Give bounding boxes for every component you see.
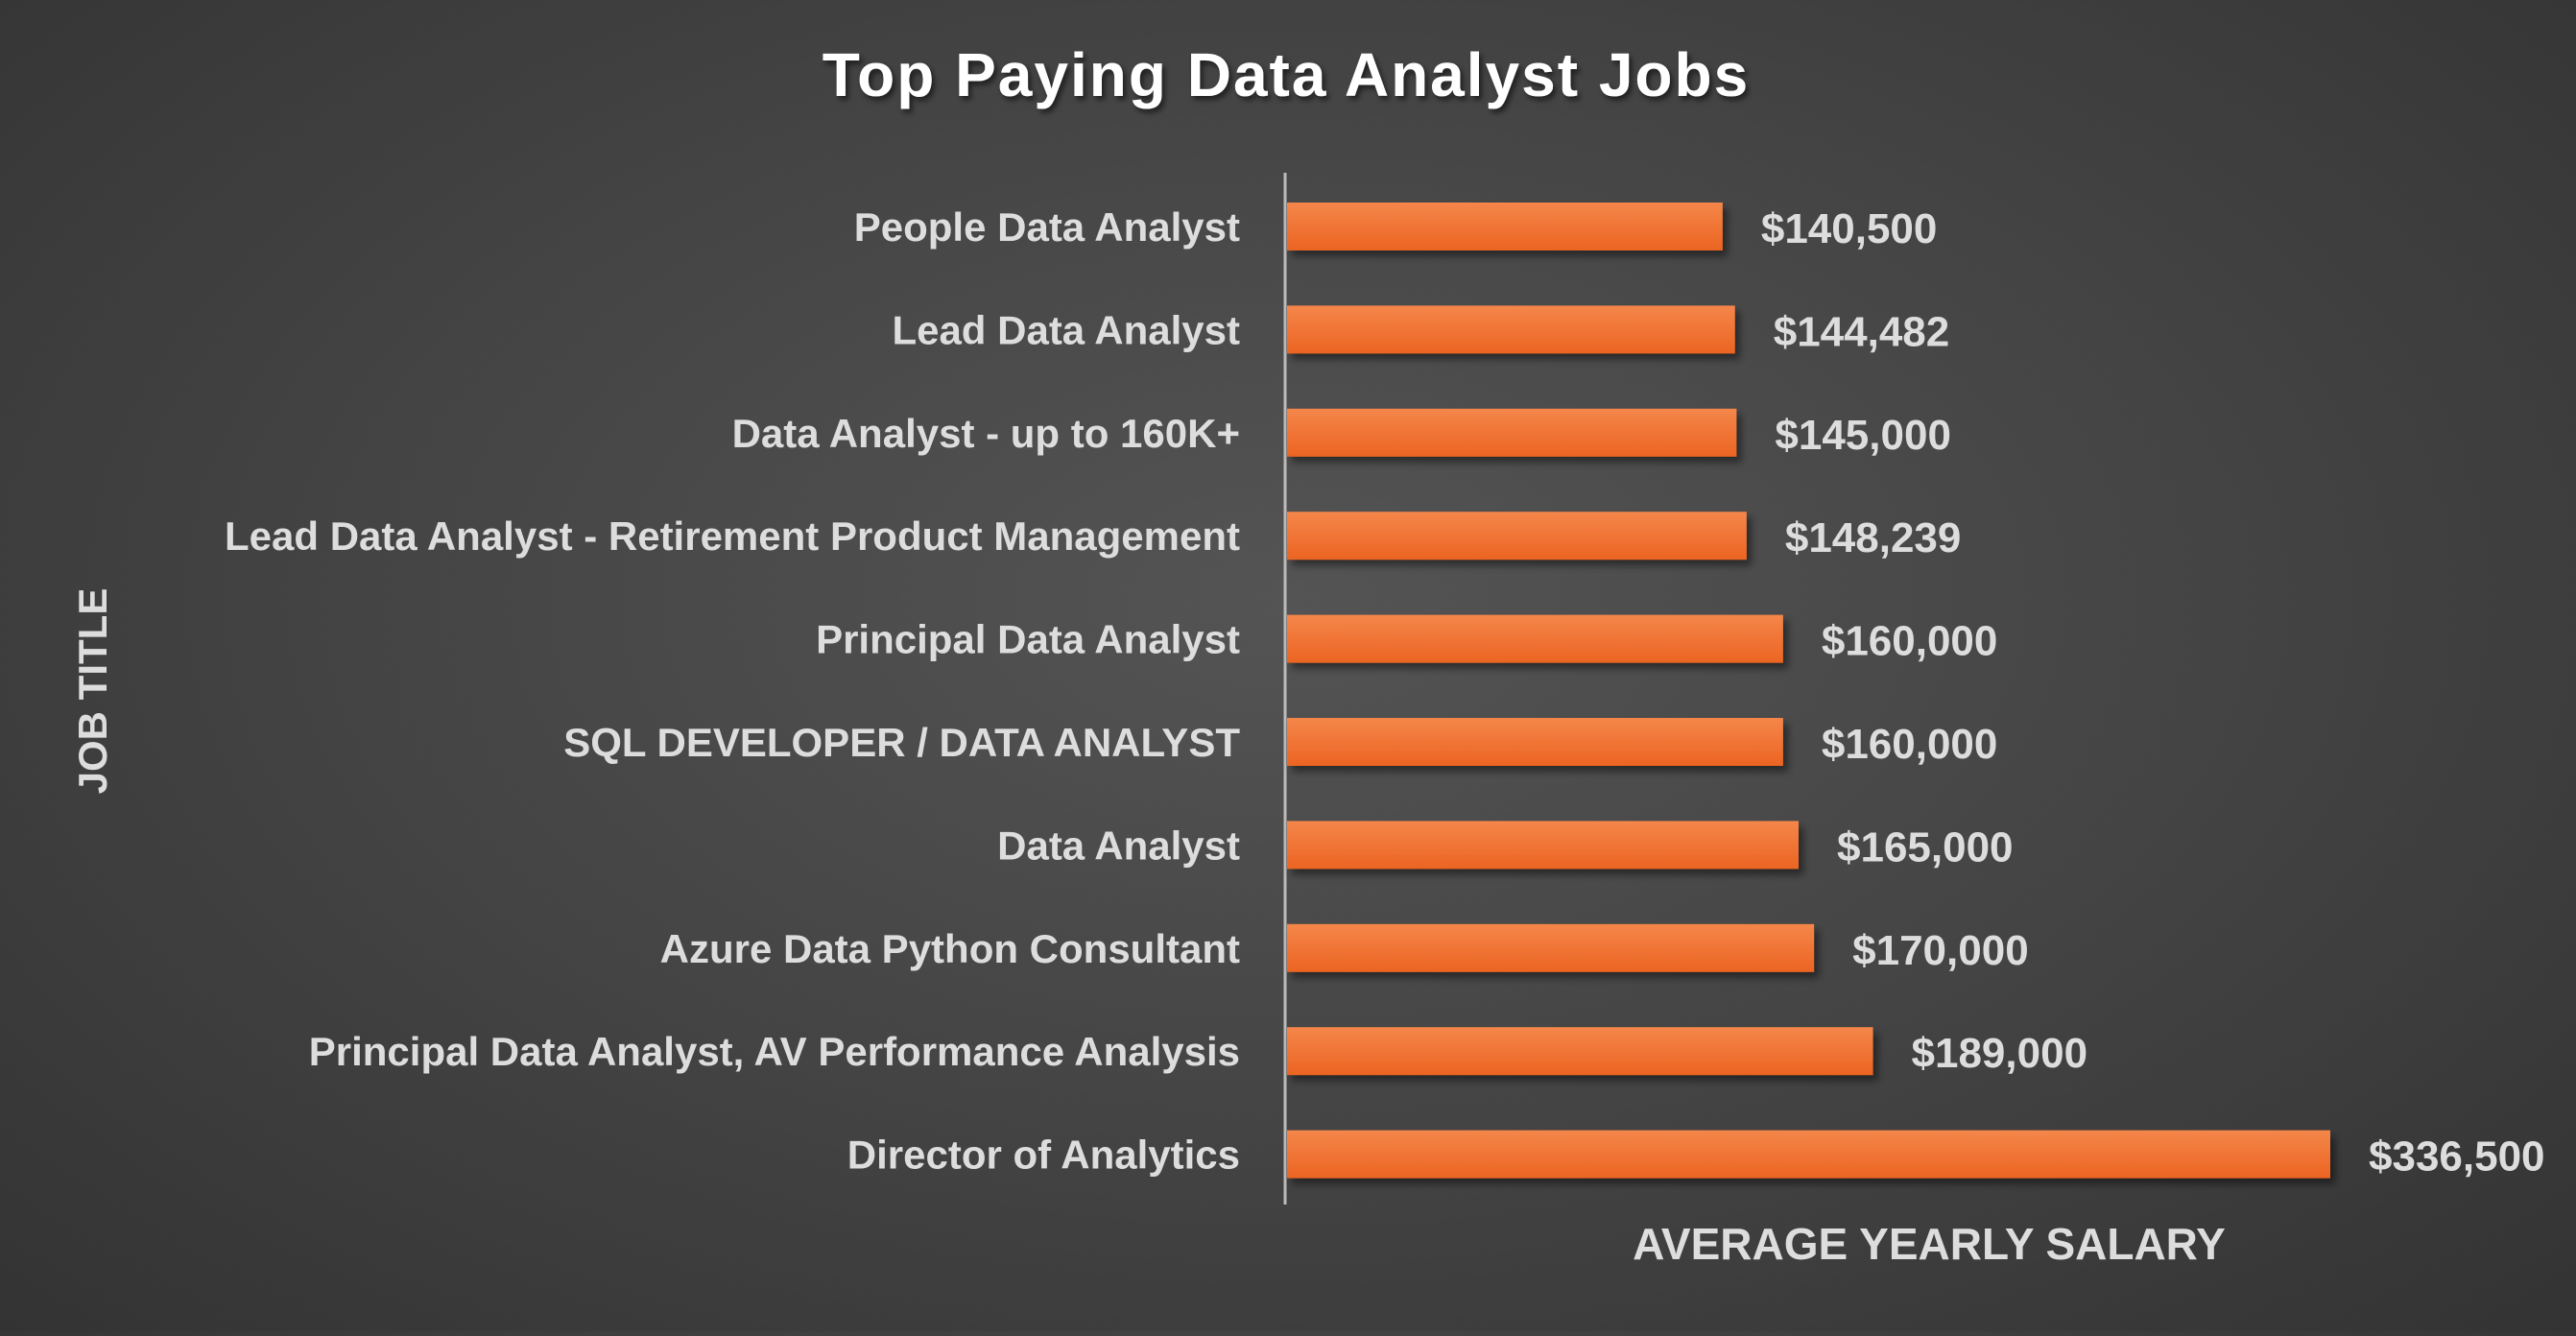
data-label: $336,500 [2369, 1133, 2545, 1181]
category-label: Lead Data Analyst [892, 307, 1240, 352]
data-label: $144,482 [1774, 308, 1950, 355]
data-label: $170,000 [1852, 927, 2029, 974]
category-label: Data Analyst [997, 823, 1240, 868]
bars-group: People Data Analyst $140,500 Lead Data Ana… [225, 203, 2545, 1181]
bar [1287, 718, 1783, 766]
data-label: $140,500 [1761, 205, 1938, 252]
bar [1287, 512, 1747, 561]
bar [1287, 1027, 1873, 1076]
bar [1287, 1130, 2330, 1179]
category-label: Azure Data Python Consultant [660, 926, 1240, 971]
category-label: Data Analyst - up to 160K+ [732, 411, 1240, 456]
category-label: SQL DEVELOPER / DATA ANALYST [563, 720, 1240, 765]
category-label: Principal Data Analyst, AV Performance A… [309, 1029, 1240, 1074]
bar [1287, 614, 1783, 663]
data-label: $148,239 [1785, 514, 1962, 561]
data-label: $165,000 [1837, 823, 2014, 871]
category-label: Lead Data Analyst - Retirement Product M… [225, 513, 1240, 559]
data-label: $160,000 [1822, 721, 1998, 768]
category-label: Principal Data Analyst [816, 617, 1240, 662]
category-label: People Data Analyst [854, 204, 1240, 250]
chart-title: Top Paying Data Analyst Jobs [823, 40, 1750, 109]
data-label: $160,000 [1822, 618, 1998, 665]
data-label: $145,000 [1775, 412, 1951, 459]
bar [1287, 408, 1737, 457]
category-label: Director of Analytics [847, 1133, 1240, 1178]
x-axis-label: AVERAGE YEARLY SALARY [1633, 1219, 2226, 1269]
y-axis-label: JOB TITLE [70, 588, 115, 795]
bar [1287, 203, 1723, 250]
bar [1287, 821, 1800, 870]
data-label: $189,000 [1912, 1030, 2088, 1077]
bar [1287, 305, 1735, 354]
bar [1287, 923, 1815, 972]
